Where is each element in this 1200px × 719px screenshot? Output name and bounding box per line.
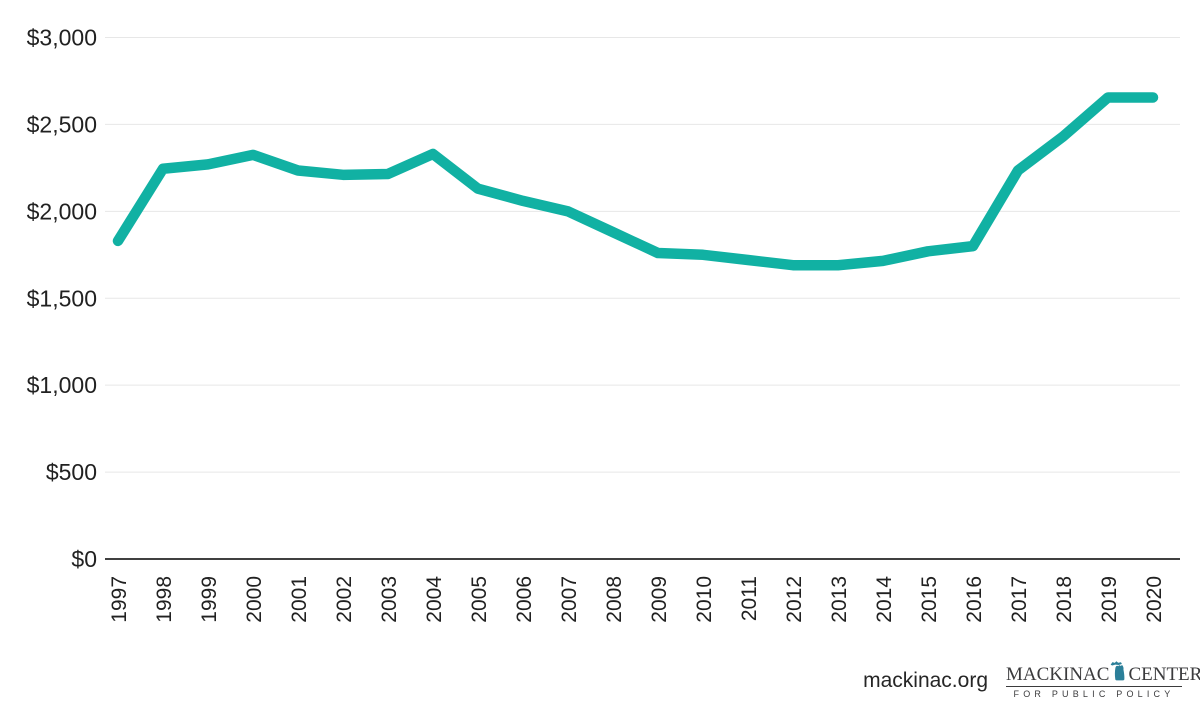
x-tick-label: 2010: [693, 576, 716, 623]
x-tick-label: 2018: [1053, 576, 1076, 623]
y-tick-label: $2,000: [27, 198, 97, 224]
x-tick-label: 2009: [648, 576, 671, 623]
x-tick-label: 2019: [1098, 576, 1121, 623]
x-tick-label: 2012: [783, 576, 806, 623]
y-tick-label: $0: [71, 546, 97, 572]
y-tick-label: $2,500: [27, 111, 97, 137]
x-tick-label: 2008: [603, 576, 626, 623]
x-tick-label: 1999: [198, 576, 221, 623]
x-tick-label: 2015: [918, 576, 941, 623]
x-tick-label: 2020: [1143, 576, 1166, 623]
mackinac-center-logo: MACKINAC CENTER FOR PUBLIC POLICY: [1006, 655, 1200, 699]
logo-word-center: CENTER: [1128, 664, 1200, 685]
x-tick-label: 2004: [423, 576, 446, 623]
y-tick-label: $1,500: [27, 285, 97, 311]
x-tick-label: 2006: [513, 576, 536, 623]
x-tick-label: 1998: [153, 576, 176, 623]
x-tick-label: 2002: [333, 576, 356, 623]
x-tick-label: 2013: [828, 576, 851, 623]
x-tick-label: 2014: [873, 576, 896, 623]
michigan-icon: [1111, 661, 1125, 681]
line-chart: $0 $500 $1,000 $1,500 $2,000 $2,500 $3,000 1997…: [27, 25, 1180, 623]
logo-divider: [1006, 686, 1182, 687]
x-tick-label: 1997: [108, 576, 131, 623]
x-tick-label: 2017: [1008, 576, 1031, 623]
x-tick-label: 2000: [243, 576, 266, 623]
x-tick-label: 2016: [963, 576, 986, 623]
x-tick-label: 2001: [288, 576, 311, 623]
y-tick-label: $500: [46, 459, 97, 485]
footer: mackinac.org MACKINAC CENTER FOR PUBLIC …: [0, 652, 1200, 719]
x-tick-label: 2011: [738, 576, 761, 621]
x-tick-label: 2003: [378, 576, 401, 623]
y-tick-label: $1,000: [27, 372, 97, 398]
logo-tagline: FOR PUBLIC POLICY: [1013, 689, 1175, 699]
x-tick-label: 2007: [558, 576, 581, 623]
data-line-series: [112, 92, 1159, 271]
y-tick-label: $3,000: [27, 25, 97, 51]
logo-wordmark: MACKINAC CENTER: [1006, 655, 1200, 685]
website-text: mackinac.org: [863, 669, 988, 692]
x-tick-label: 2005: [468, 576, 491, 623]
logo-word-mackinac: MACKINAC: [1006, 664, 1110, 685]
